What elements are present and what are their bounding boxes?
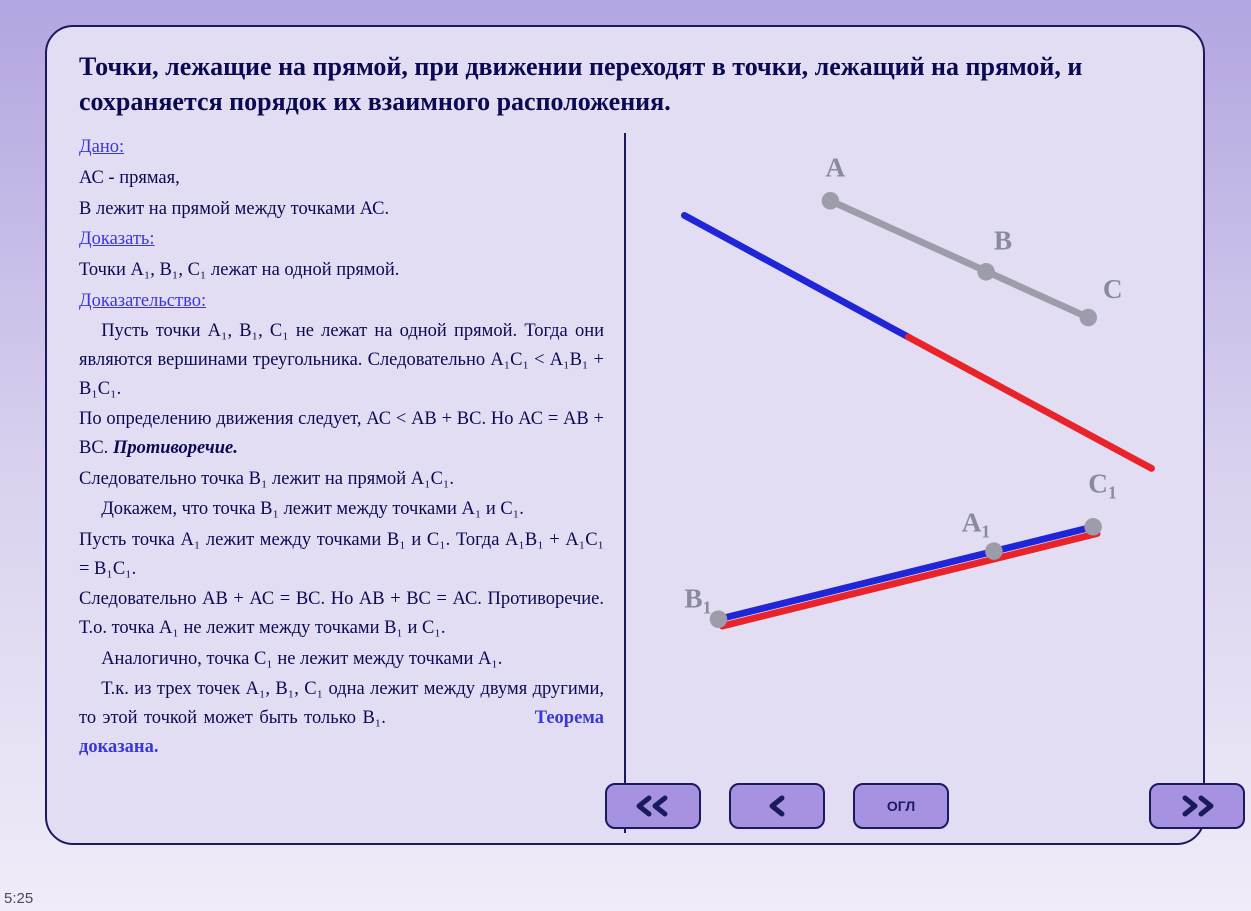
prove-line: Точки А₁, В₁, С₁ лежат на одной прямой. (79, 256, 604, 285)
double-chevron-right-icon (1175, 794, 1219, 818)
diag-red-segment (908, 337, 1151, 468)
label-c: C (1103, 274, 1123, 304)
nav-bar: ОГЛ (605, 783, 1245, 829)
proof-text: Дано: АС - прямая, В лежит на прямой меж… (79, 133, 604, 853)
double-chevron-left-icon (631, 794, 675, 818)
label-b: B (994, 226, 1012, 256)
given-line: В лежит на прямой между точками АС. (79, 195, 604, 224)
point-a1 (985, 543, 1003, 561)
prove-heading: Доказать: (79, 229, 155, 249)
diagram-panel: A B C C1 A1 B1 (624, 133, 1171, 833)
diagram-svg: A B C C1 A1 B1 (626, 133, 1171, 833)
proof-para: Следовательно точка В₁ лежит на прямой А… (79, 465, 604, 494)
label-c1: C1 (1088, 469, 1116, 503)
proof-heading: Доказательство: (79, 291, 206, 311)
proof-para: Пусть точка А₁ лежит между точками В₁ и … (79, 526, 604, 583)
point-b1 (710, 611, 728, 629)
label-a: A (826, 153, 846, 183)
proof-para: Докажем, что точка В₁ лежит между точкам… (79, 495, 604, 524)
slide-title: Точки, лежащие на прямой, при движении п… (79, 49, 1171, 119)
point-c (1080, 309, 1098, 327)
point-c1 (1084, 518, 1102, 536)
proof-para: Пусть точки А₁, В₁, С₁ не лежат на одной… (79, 317, 604, 403)
given-line: АС - прямая, (79, 164, 604, 193)
bot-blue-line (718, 527, 1093, 619)
proof-para: По определению движения следует, АС < АВ… (79, 405, 604, 462)
point-a (822, 192, 840, 210)
proof-para: Аналогично, точка С₁ не лежит между точк… (79, 645, 604, 674)
nav-prev-button[interactable] (729, 783, 825, 829)
nav-first-button[interactable] (605, 783, 701, 829)
given-heading: Дано: (79, 137, 124, 157)
point-b (977, 263, 995, 281)
nav-toc-label: ОГЛ (887, 798, 915, 814)
bot-red-line (722, 534, 1097, 626)
slide-card: Точки, лежащие на прямой, при движении п… (45, 25, 1205, 845)
timestamp: 5:25 (4, 890, 33, 907)
chevron-left-icon (765, 794, 789, 818)
nav-toc-button[interactable]: ОГЛ (853, 783, 949, 829)
proof-para: Следовательно АВ + АС = ВС. Но АВ + ВС =… (79, 585, 604, 642)
diag-blue-segment (684, 216, 908, 338)
nav-next-button[interactable] (1149, 783, 1245, 829)
proof-para: Т.к. из трех точек А₁, В₁, С₁ одна лежит… (79, 675, 604, 761)
top-gray-line (830, 201, 1088, 318)
label-b1: B1 (684, 584, 711, 618)
content-area: Дано: АС - прямая, В лежит на прямой меж… (79, 133, 1171, 853)
label-a1: A1 (962, 508, 990, 542)
